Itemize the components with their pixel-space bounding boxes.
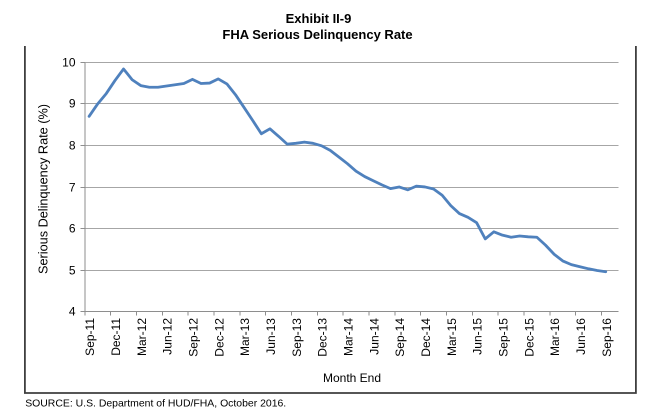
svg-text:Dec-13: Dec-13 xyxy=(316,318,330,357)
svg-text:5: 5 xyxy=(69,264,76,278)
svg-text:Sep-15: Sep-15 xyxy=(496,318,510,357)
svg-text:Dec-12: Dec-12 xyxy=(212,318,226,357)
svg-text:7: 7 xyxy=(69,181,76,195)
svg-text:8: 8 xyxy=(69,139,76,153)
svg-text:Mar-13: Mar-13 xyxy=(238,318,252,356)
svg-text:Jun-15: Jun-15 xyxy=(471,318,485,355)
svg-text:4: 4 xyxy=(69,305,76,319)
svg-text:Exhibit II-9: Exhibit II-9 xyxy=(286,11,352,26)
svg-text:6: 6 xyxy=(69,222,76,236)
svg-text:Dec-11: Dec-11 xyxy=(109,318,123,356)
svg-text:Mar-12: Mar-12 xyxy=(135,318,149,356)
svg-text:Dec-14: Dec-14 xyxy=(419,318,433,357)
svg-text:Sep-14: Sep-14 xyxy=(393,318,407,357)
svg-text:10: 10 xyxy=(62,56,76,70)
svg-text:Month End: Month End xyxy=(323,371,381,385)
svg-text:Sep-16: Sep-16 xyxy=(600,318,614,357)
svg-text:Jun-14: Jun-14 xyxy=(367,318,381,355)
svg-text:FHA Serious Delinquency Rate: FHA Serious Delinquency Rate xyxy=(222,27,412,42)
svg-text:Jun-13: Jun-13 xyxy=(264,318,278,355)
svg-text:Serious Delinquency Rate (%): Serious Delinquency Rate (%) xyxy=(37,104,51,274)
svg-text:Jun-16: Jun-16 xyxy=(574,318,588,355)
svg-text:Jun-12: Jun-12 xyxy=(161,318,175,355)
svg-text:Mar-15: Mar-15 xyxy=(445,318,459,356)
svg-text:Sep-12: Sep-12 xyxy=(186,318,200,357)
svg-text:Sep-13: Sep-13 xyxy=(290,318,304,357)
svg-text:Mar-14: Mar-14 xyxy=(341,318,355,356)
svg-text:Sep-11: Sep-11 xyxy=(83,318,97,356)
svg-text:9: 9 xyxy=(69,97,76,111)
svg-text:SOURCE: U.S. Department of HUD: SOURCE: U.S. Department of HUD/FHA, Octo… xyxy=(25,399,286,410)
svg-text:Mar-16: Mar-16 xyxy=(548,318,562,356)
svg-text:Dec-15: Dec-15 xyxy=(522,318,536,357)
